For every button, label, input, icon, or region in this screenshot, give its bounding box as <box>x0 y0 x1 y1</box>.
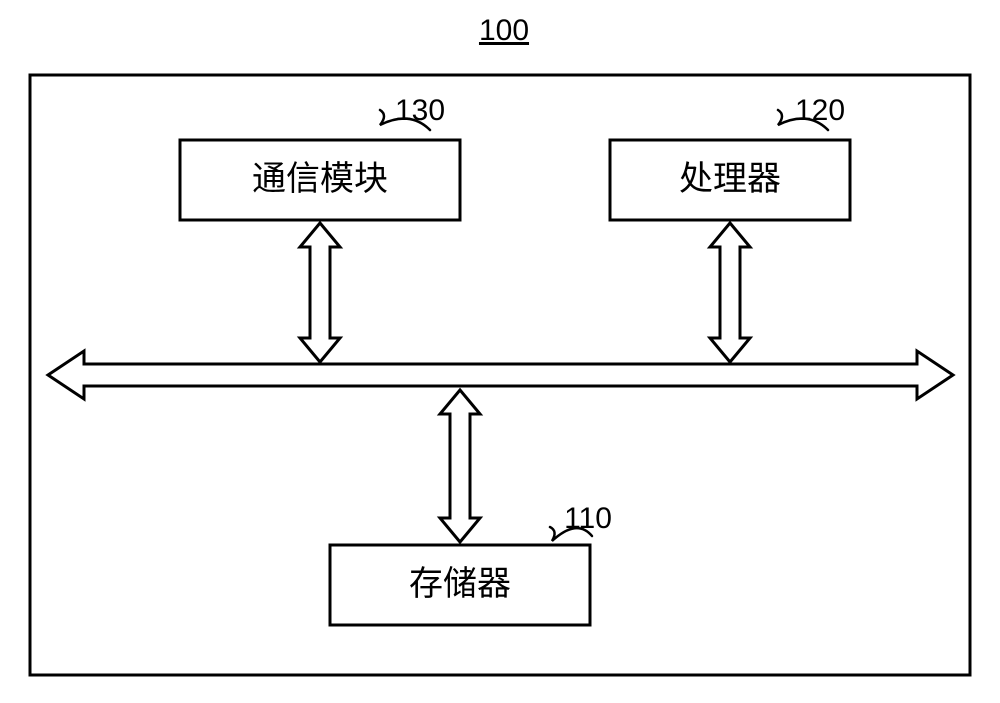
figure-title: 100 <box>479 14 529 47</box>
ref-proc: 120 <box>795 94 845 127</box>
arrow-comm-bus <box>300 223 340 362</box>
block-comm-label: 通信模块 <box>252 160 388 198</box>
block-store-label: 存储器 <box>409 565 511 603</box>
arrow-store-bus <box>440 390 480 542</box>
arrow-proc-bus <box>710 223 750 362</box>
bus-arrow <box>48 351 953 399</box>
block-proc-label: 处理器 <box>679 161 781 198</box>
